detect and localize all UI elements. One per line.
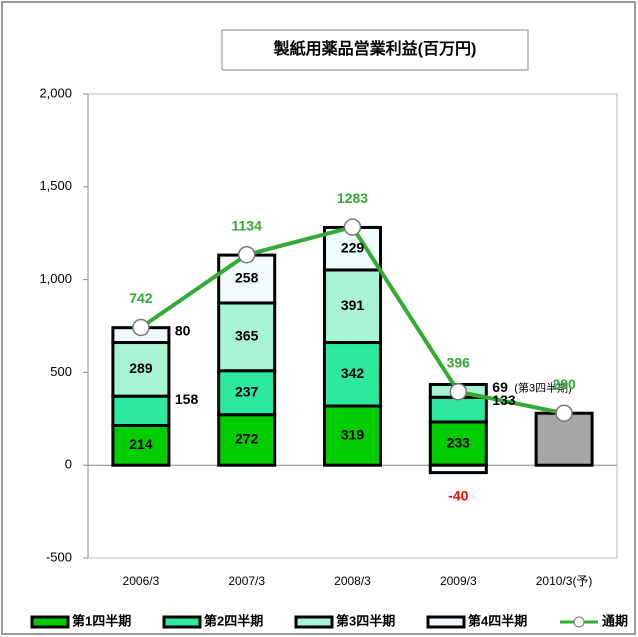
data-label: 158	[175, 391, 199, 407]
bar-segment	[217, 301, 277, 373]
legend-label: 第4四半期	[468, 613, 527, 628]
line-marker	[343, 218, 362, 236]
annotation: (第3四半期)	[514, 380, 571, 394]
bar-segment	[111, 394, 171, 427]
chart-title: 製紙用薬品営業利益(百万円)	[273, 39, 477, 58]
x-tick-label: 2006/3	[123, 574, 160, 588]
data-label: 233	[447, 434, 471, 450]
bar-segment	[428, 395, 488, 424]
x-tick-label: 2010/3(予)	[536, 574, 593, 588]
data-label: 214	[129, 436, 153, 452]
bar-segment	[428, 463, 488, 475]
x-tick-label: 2008/3	[334, 574, 371, 588]
data-label: 229	[341, 239, 365, 255]
data-label: 237	[235, 383, 259, 399]
data-label: 69	[492, 379, 508, 395]
y-tick-label: 0	[65, 457, 72, 472]
title-box	[221, 29, 529, 71]
legend-label: 第2四半期	[204, 613, 263, 628]
total-label: 280	[552, 376, 576, 392]
x-tick-label: 2007/3	[228, 574, 265, 588]
line-marker	[449, 382, 468, 401]
legend-label: 第1四半期	[72, 613, 131, 628]
legend-swatch	[30, 615, 70, 629]
y-tick-label: 500	[50, 364, 72, 379]
bar-segment	[323, 341, 382, 408]
bar-segment	[111, 341, 171, 398]
total-label: 1134	[232, 217, 263, 233]
data-label: -40	[448, 487, 468, 503]
data-label: 319	[341, 426, 365, 442]
legend-label: 第3四半期	[336, 613, 395, 628]
x-tick-label: 2009/3	[440, 574, 477, 588]
legend-swatch	[426, 615, 466, 629]
total-label: 396	[447, 354, 471, 370]
line-marker	[132, 318, 150, 337]
bar-segment	[217, 413, 277, 467]
data-label: 289	[129, 360, 153, 376]
data-label: 80	[175, 322, 191, 338]
data-label: 272	[235, 431, 259, 447]
bar-segment	[534, 411, 594, 467]
line-marker	[555, 404, 573, 422]
y-tick-label: 1,500	[39, 178, 72, 193]
legend-marker	[573, 616, 585, 628]
line-marker	[237, 245, 256, 264]
total-label: 1283	[337, 190, 368, 206]
data-label: 258	[235, 270, 259, 286]
y-tick-label: -500	[46, 549, 72, 564]
data-label: 133	[492, 392, 516, 408]
data-label: 365	[235, 328, 259, 344]
legend-swatch	[162, 615, 202, 629]
data-label: 342	[341, 365, 365, 381]
total-label: 742	[129, 290, 153, 306]
legend-label: 通期	[602, 613, 628, 628]
y-tick-label: 1,000	[39, 271, 72, 286]
y-tick-label: 2,000	[39, 85, 72, 100]
legend-swatch	[294, 615, 334, 629]
data-label: 391	[341, 297, 365, 313]
